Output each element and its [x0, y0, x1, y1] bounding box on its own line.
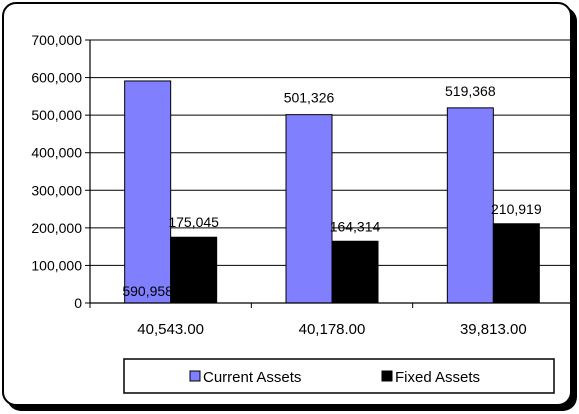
legend-label-current-assets: Current Assets	[203, 369, 301, 386]
y-tick-label: 100,000	[31, 257, 82, 273]
x-tick-label: 40,178.00	[299, 321, 366, 338]
data-label-current-assets: 501,326	[284, 90, 335, 106]
legend-box	[123, 358, 555, 394]
x-tick-label: 39,813.00	[460, 321, 527, 338]
y-tick-label: 700,000	[31, 32, 82, 48]
data-label-current-assets: 590,958	[122, 283, 173, 299]
data-label-current-assets: 519,368	[445, 83, 496, 99]
data-labels: 590,958 175,045 501,326 164,314 519,368 210,9…	[122, 83, 541, 299]
bar-current-assets	[446, 107, 494, 304]
data-label-fixed-assets: 175,045	[168, 214, 219, 230]
data-label-fixed-assets: 210,919	[491, 201, 542, 217]
bar-current-assets	[285, 114, 333, 304]
y-tick-label: 600,000	[31, 70, 82, 86]
bar-fixed-assets	[492, 223, 540, 304]
bar-fixed-assets	[331, 240, 379, 304]
y-tick-label: 400,000	[31, 145, 82, 161]
legend-swatch-fixed-assets	[381, 370, 393, 382]
legend: Current Assets Fixed Assets	[123, 358, 555, 394]
x-tick-label: 40,543.00	[137, 321, 204, 338]
y-tick-label: 200,000	[31, 220, 82, 236]
bar-current-assets	[124, 80, 172, 304]
y-tick-label: 300,000	[31, 182, 82, 198]
legend-swatch-current-assets	[189, 370, 201, 382]
legend-label-fixed-assets: Fixed Assets	[395, 369, 480, 386]
y-tick-labels: 0 100,000 200,000 300,000 400,000 500,000 600,…	[31, 32, 82, 311]
axes	[85, 39, 575, 308]
bars	[124, 80, 540, 304]
x-tick-labels: 40,543.00 40,178.00 39,813.00	[137, 321, 526, 338]
y-tick-label: 500,000	[31, 107, 82, 123]
bar-fixed-assets	[170, 236, 218, 304]
y-tick-label: 0	[74, 295, 82, 311]
data-label-fixed-assets: 164,314	[330, 218, 381, 234]
